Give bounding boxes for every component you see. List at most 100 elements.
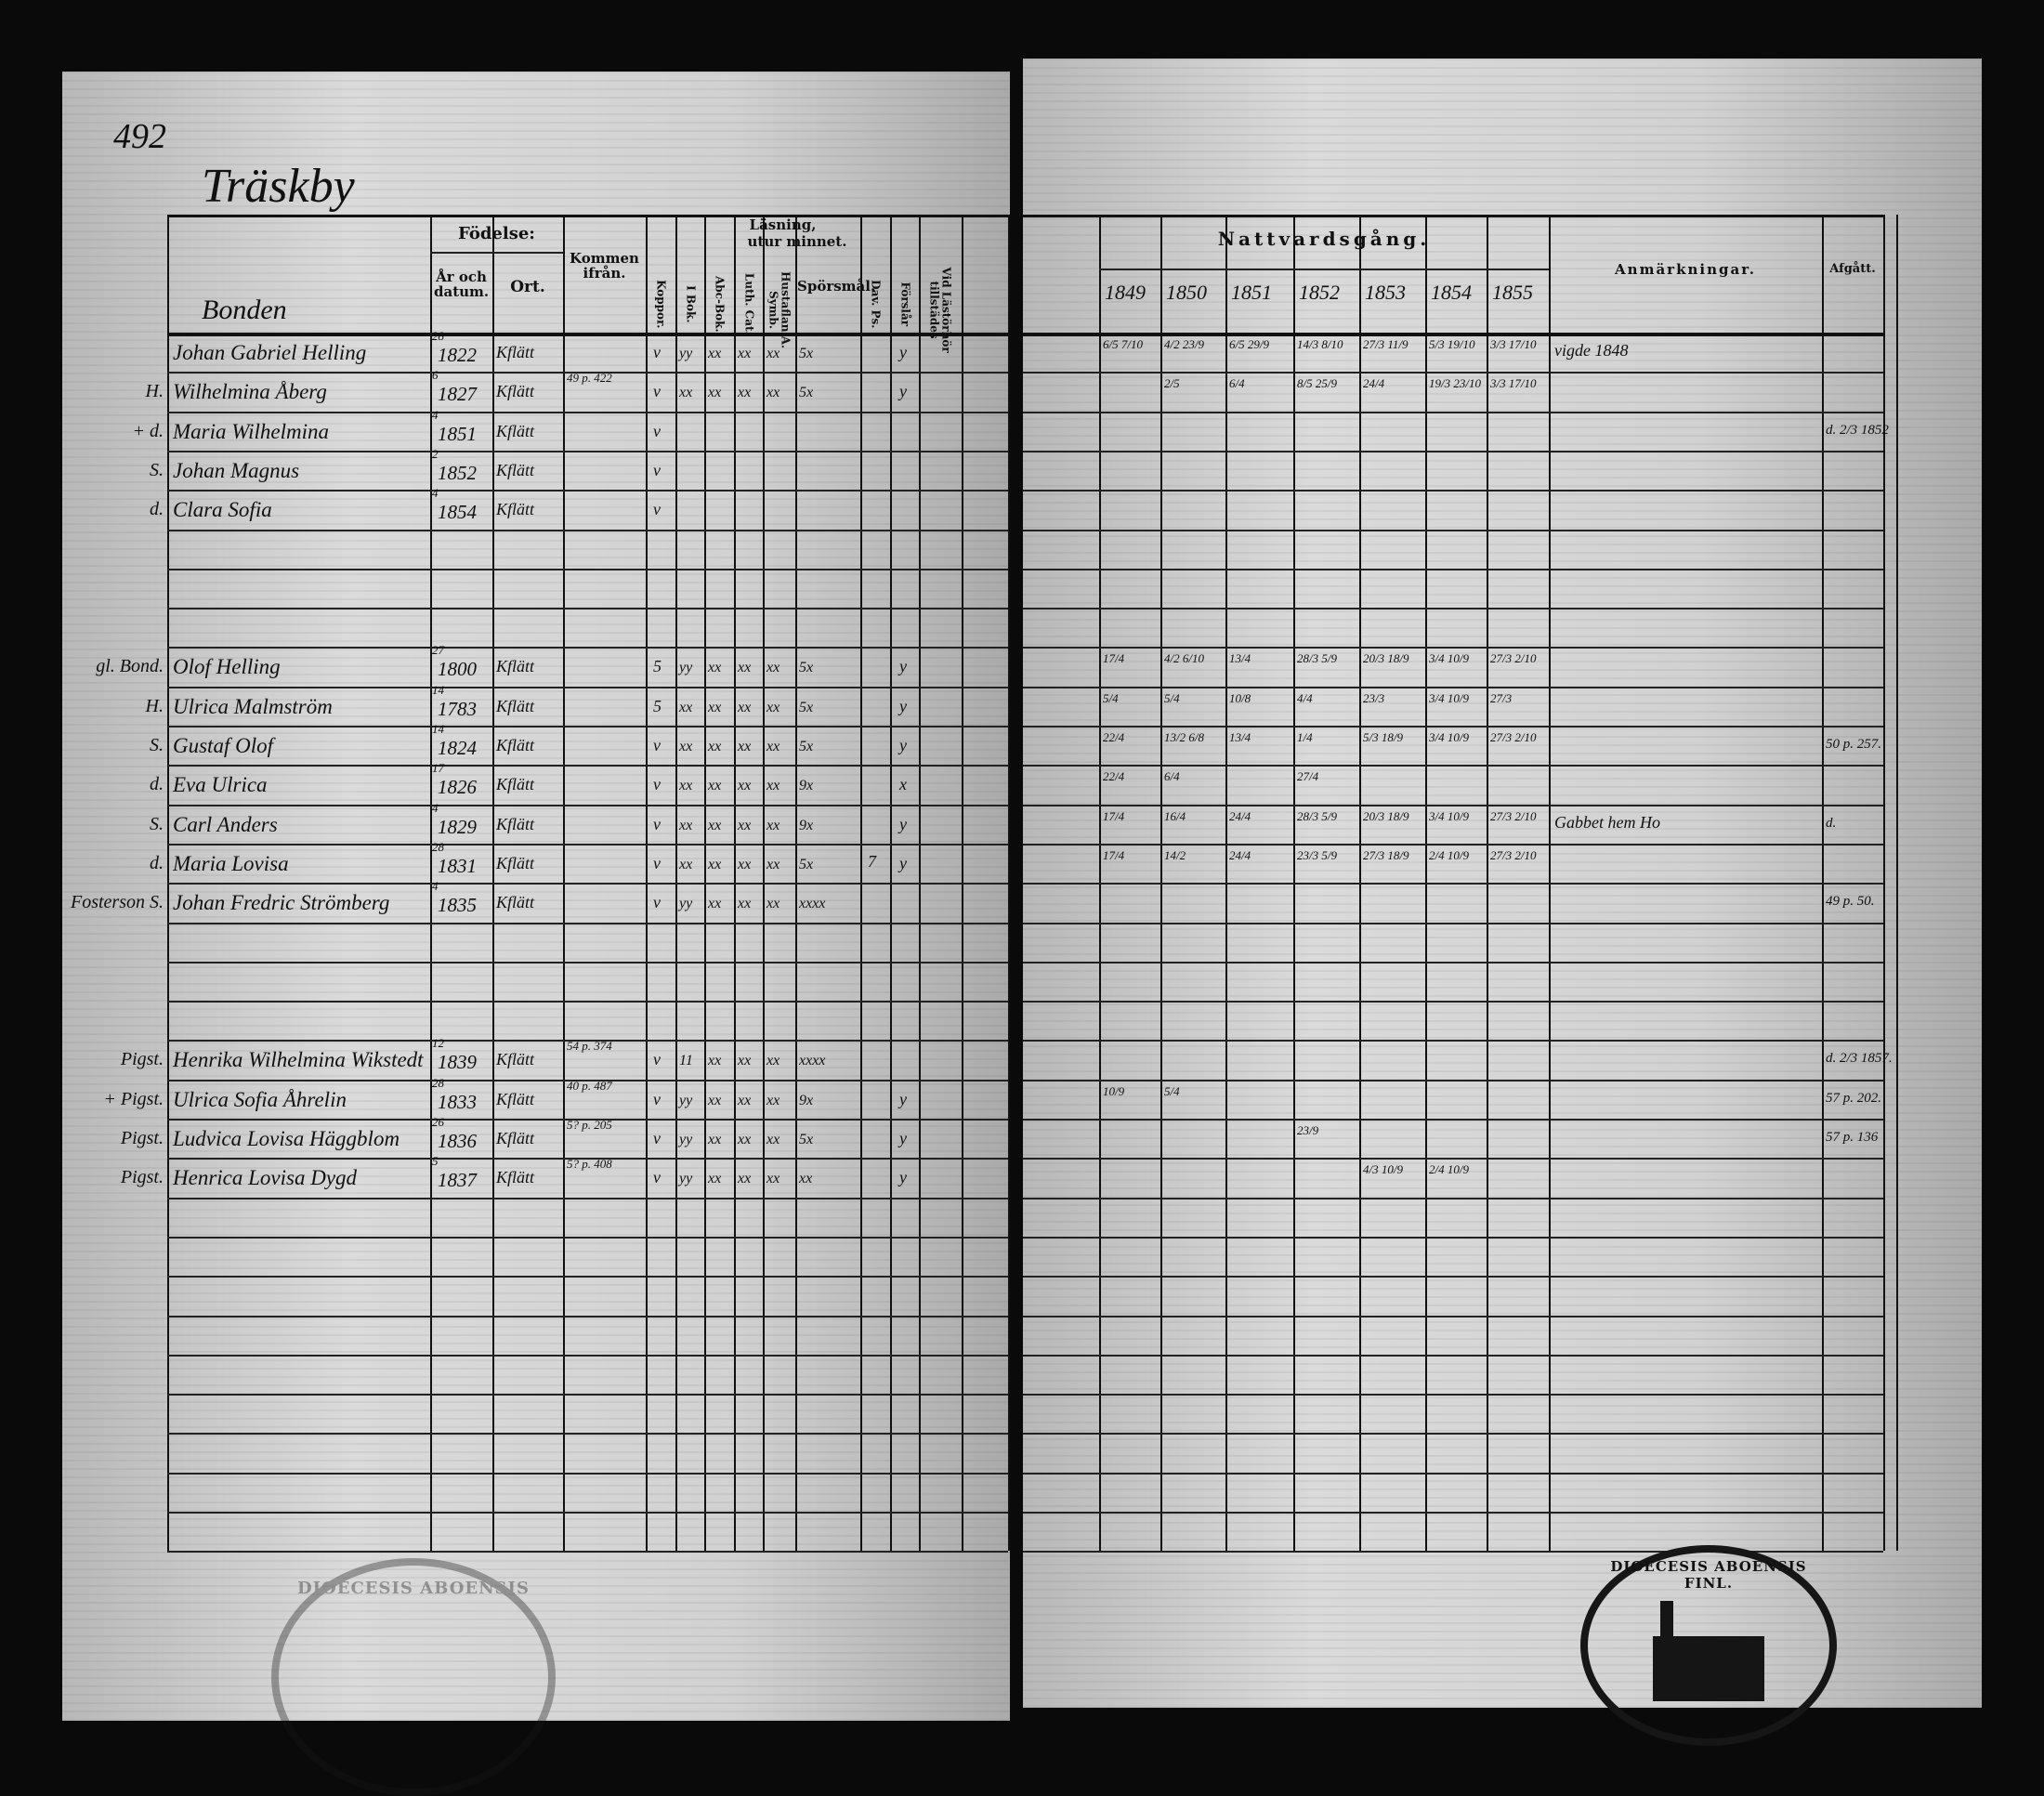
reading-mark: xx: [708, 699, 722, 715]
birth-year: 1854: [438, 501, 477, 524]
communion-date: 5/3 19/10: [1429, 337, 1475, 351]
row-rule: [1023, 1433, 1883, 1435]
person-name: Olof Helling: [173, 655, 281, 679]
person-prefix: Pigst.: [120, 1167, 164, 1188]
departed-note: d.: [1826, 815, 1837, 831]
column-rule: [919, 215, 921, 1552]
row-rule: [1023, 961, 1883, 964]
person-name: Ulrica Sofia Åhrelin: [173, 1087, 347, 1111]
birth-place: Kflätt: [496, 1168, 535, 1187]
table-row: + d. Maria Wilhelmina 4 1851 Kflätt v: [62, 409, 1010, 451]
table-row: d. Maria Lovisa 28 1831 Kflätt v xx xx xx xx 5x 7 y: [62, 841, 1010, 883]
row-rule: [167, 1197, 1008, 1200]
row-rule: [167, 450, 1008, 452]
koppor-mark: v: [653, 421, 661, 440]
table-row: d. Eva Ulrica 17 1826 Kflätt v xx xx xx xx 9x x: [62, 762, 1010, 804]
header-bottom-rule: [167, 333, 1008, 336]
reading-mark: xx: [738, 817, 752, 833]
birth-year: 1837: [438, 1169, 477, 1192]
birth-subrule: [430, 252, 563, 254]
column-header: utur minnet.: [747, 233, 847, 250]
page-number: 492: [113, 117, 166, 156]
reading-mark: 9x: [799, 778, 814, 794]
right-page: Nattvardsgång. 1849 1850 1851 1852 1853 1854 18…: [1023, 59, 1982, 1746]
person-prefix: Pigst.: [120, 1049, 164, 1070]
communion-date: 6/5 29/9: [1229, 337, 1269, 351]
stamp-right: DIOECESIS ABOENSIS FINL.: [1580, 1545, 1837, 1746]
table-row: H. Ulrica Malmström 14 1783 Kflätt 5 xx xx xx xx 5…: [62, 684, 1010, 726]
row-rule: [1023, 411, 1883, 413]
row-rule: [167, 1512, 1008, 1514]
came-from: 49 p. 422: [567, 371, 612, 386]
row-rule: [1023, 1551, 1883, 1553]
communion-date: 13/4: [1229, 730, 1251, 744]
reading-mark: xx: [766, 778, 780, 794]
reading-mark: 5x: [799, 856, 814, 872]
communion-date: 3/4 10/9: [1429, 690, 1469, 705]
birth-place: Kflätt: [496, 814, 535, 833]
row-rule: [1023, 450, 1883, 452]
row-rule: [167, 843, 1008, 846]
row-rule: [1023, 490, 1883, 492]
person-prefix: + d.: [132, 420, 164, 441]
reading-mark: 5x: [799, 699, 814, 715]
birth-year: 1839: [438, 1051, 477, 1074]
table-row: d. Clara Sofia 4 1854 Kflätt v: [62, 486, 1010, 529]
column-rule: [1487, 215, 1488, 1552]
birth-year: 1833: [438, 1090, 477, 1113]
communion-date: 10/8: [1229, 690, 1251, 705]
koppor-mark: v: [653, 814, 661, 833]
stamp-right-text: DIOECESIS ABOENSIS FINL.: [1610, 1558, 1807, 1592]
reading-mark: xx: [766, 1171, 780, 1187]
person-name: Henrika Wilhelmina Wikstedt: [173, 1048, 424, 1072]
table-row: S. Carl Anders 4 1829 Kflätt v xx xx xx xx 9x y: [62, 802, 1010, 844]
communion-date: 22/4: [1103, 769, 1125, 784]
forslar-mark: y: [899, 736, 907, 754]
column-header: Ort.: [510, 278, 545, 296]
person-name: Johan Gabriel Helling: [173, 341, 367, 364]
koppor-mark: v: [653, 382, 661, 401]
communion-date: 5/4: [1164, 1083, 1180, 1098]
person-name: Gustaf Olof: [173, 734, 273, 757]
column-rule: [763, 215, 765, 1552]
row-rule: [1023, 608, 1883, 610]
person-name: Ulrica Malmström: [173, 694, 333, 718]
birth-day: 4: [432, 486, 439, 501]
reading-mark: xx: [738, 699, 752, 715]
table-row: S. Gustaf Olof 14 1824 Kflätt v xx xx xx xx 5x y: [62, 723, 1010, 765]
table-row: 22/4 6/4 27/4: [1023, 765, 1982, 804]
village-title: Träskby: [202, 160, 355, 213]
reading-mark: xx: [766, 385, 780, 401]
reading-mark: xx: [738, 1171, 752, 1187]
came-from: 5? p. 205: [567, 1118, 612, 1132]
table-row: d. 2/3 1852: [1023, 412, 1982, 451]
birth-place: Kflätt: [496, 736, 535, 754]
communion-date: 24/4: [1229, 808, 1251, 823]
table-top-rule: [167, 215, 1008, 217]
departed-note: 50 p. 257.: [1826, 737, 1881, 752]
communion-date: 28/3 5/9: [1297, 808, 1337, 823]
row-rule: [167, 647, 1008, 649]
forslar-mark: x: [899, 775, 907, 794]
communion-date: 4/2 6/10: [1164, 651, 1204, 666]
birth-day: 6: [432, 368, 439, 383]
reading-mark: xx: [708, 1171, 722, 1187]
communion-date: 17/4: [1103, 847, 1125, 862]
person-prefix: H.: [145, 381, 164, 402]
row-rule: [167, 529, 1008, 531]
forslar-mark: y: [899, 382, 907, 401]
row-rule: [167, 1472, 1008, 1475]
came-from: 54 p. 374: [567, 1039, 612, 1054]
reading-mark: xx: [738, 896, 752, 912]
birth-year: 1851: [438, 422, 477, 445]
birth-year: 1800: [438, 658, 477, 681]
row-rule: [167, 1119, 1008, 1121]
communion-date: 4/2 23/9: [1164, 337, 1204, 351]
communion-date: 23/9: [1297, 1123, 1319, 1137]
communion-date: 27/3 2/10: [1490, 651, 1537, 666]
person-name: Maria Lovisa: [173, 851, 289, 875]
church-icon: [1653, 1636, 1764, 1701]
row-rule: [1023, 1119, 1883, 1121]
column-header: Födelse:: [458, 224, 535, 243]
departed-note: d. 2/3 1852: [1826, 422, 1889, 438]
